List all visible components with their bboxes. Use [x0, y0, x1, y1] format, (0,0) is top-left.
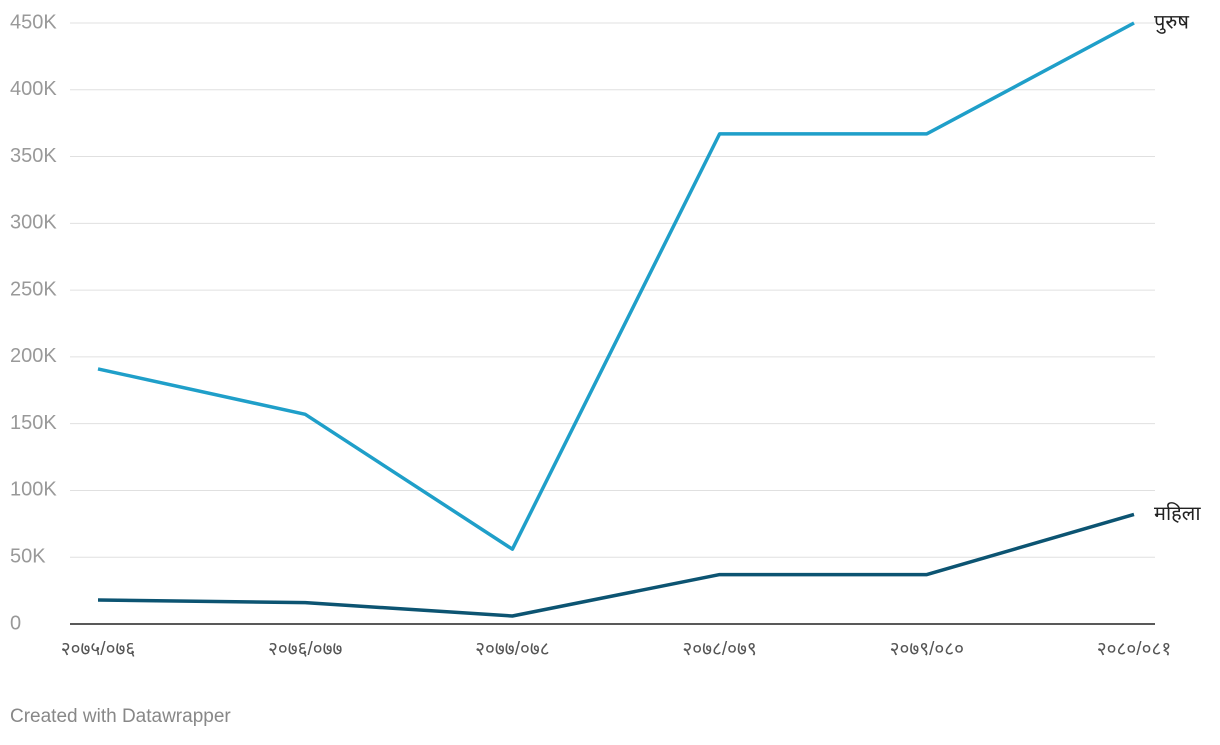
x-tick-label: २०८०/०८१ — [1097, 639, 1171, 660]
x-tick-label: २०७८/०७९ — [682, 639, 756, 660]
y-tick-label: 0 — [10, 612, 21, 634]
y-tick-label: 200K — [10, 345, 57, 367]
x-tick-label: २०७५/०७६ — [61, 639, 135, 660]
series-label: पुरुष — [1154, 11, 1189, 34]
y-tick-label: 150K — [10, 412, 57, 434]
y-tick-label: 300K — [10, 212, 57, 234]
series-label: महिला — [1154, 502, 1201, 525]
credit: Created with Datawrapper — [10, 706, 231, 727]
y-tick-label: 250K — [10, 278, 57, 300]
y-tick-label: 50K — [10, 546, 46, 568]
y-tick-label: 450K — [10, 11, 57, 33]
y-tick-label: 350K — [10, 145, 57, 167]
y-tick-label: 400K — [10, 78, 57, 100]
x-tick-label: २०७६/०७७ — [268, 639, 343, 660]
series-line — [97, 21, 1135, 551]
x-tick-label: २०७९/०८० — [890, 639, 964, 660]
series-line — [97, 512, 1135, 618]
y-tick-label: 100K — [10, 479, 57, 501]
x-tick-label: २०७७/०७८ — [475, 639, 549, 660]
